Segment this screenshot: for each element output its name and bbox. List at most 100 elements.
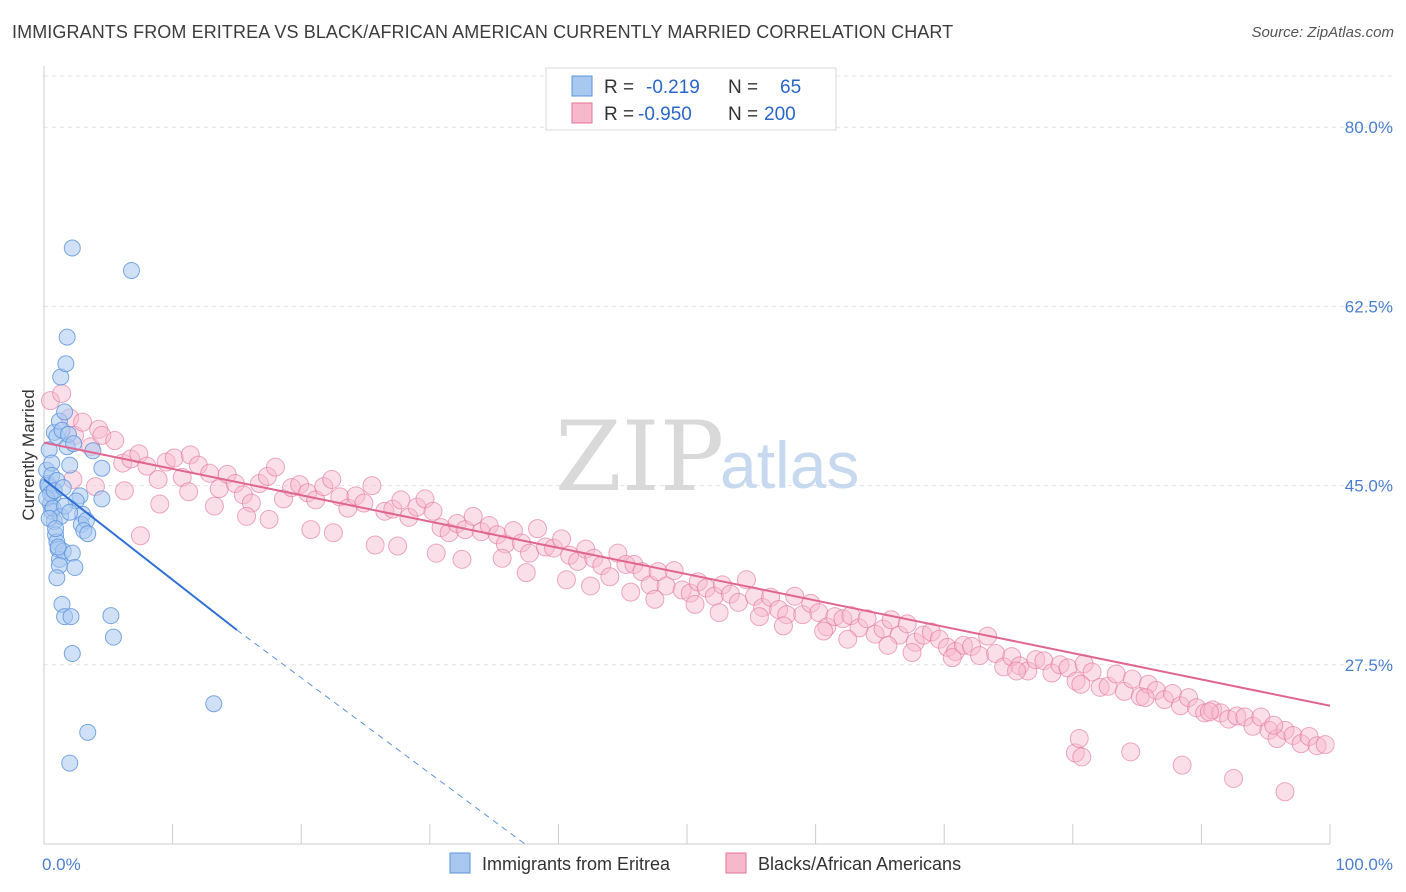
y-axis-label: Currently Married <box>19 389 38 520</box>
point-blacks-175 <box>1071 674 1091 694</box>
point-blacks-179 <box>1069 729 1089 749</box>
point-blacks-0 <box>40 391 60 411</box>
point-eritrea-18 <box>61 456 79 474</box>
point-eritrea-33 <box>63 544 81 562</box>
point-blacks-166 <box>492 548 512 568</box>
point-blacks-193 <box>516 563 536 583</box>
point-eritrea-19 <box>56 403 74 421</box>
point-blacks-117 <box>994 657 1014 677</box>
point-blacks-189 <box>259 509 279 529</box>
chart-title: IMMIGRANTS FROM ERITREA VS BLACK/AFRICAN… <box>12 22 954 42</box>
point-blacks-168 <box>621 582 641 602</box>
point-eritrea-43 <box>205 695 223 713</box>
point-eritrea-31 <box>79 525 97 543</box>
trend-lines <box>43 441 1331 845</box>
point-eritrea-58 <box>61 503 79 521</box>
point-blacks-6 <box>89 419 109 439</box>
point-blacks-27 <box>265 457 285 477</box>
point-eritrea-44 <box>79 723 97 741</box>
point-eritrea-40 <box>102 607 120 625</box>
y-tick-label-0: 27.5% <box>1345 656 1393 675</box>
point-blacks-121 <box>1026 650 1046 670</box>
point-blacks-146 <box>1227 706 1247 726</box>
point-blacks-33 <box>314 477 334 497</box>
point-blacks-131 <box>1106 664 1126 684</box>
point-blacks-162 <box>237 506 257 526</box>
point-eritrea-46 <box>93 490 111 508</box>
point-blacks-174 <box>1007 661 1027 681</box>
point-blacks-4 <box>73 412 93 432</box>
y-tick-labels: 27.5% 45.0% 62.5% 80.0% <box>1345 118 1393 675</box>
point-blacks-16 <box>172 467 192 487</box>
point-eritrea-23 <box>63 239 81 257</box>
point-blacks-28 <box>274 489 294 509</box>
point-blacks-154 <box>1291 734 1311 754</box>
bottom-legend-eritrea: Immigrants from Eritrea <box>482 854 671 874</box>
point-blacks-195 <box>645 589 665 609</box>
watermark-zip: ZIP <box>555 401 724 513</box>
point-blacks-173 <box>942 648 962 668</box>
point-blacks-153 <box>1283 725 1303 745</box>
bottom-legend-blacks: Blacks/African Americans <box>758 854 961 874</box>
legend-r-label-2: R = <box>604 104 634 125</box>
point-eritrea-42 <box>63 645 81 663</box>
point-blacks-165 <box>426 543 446 563</box>
point-blacks-199 <box>902 643 922 663</box>
point-blacks-198 <box>838 629 858 649</box>
point-blacks-171 <box>814 621 834 641</box>
point-blacks-133 <box>1122 669 1142 689</box>
series-eritrea-points <box>38 239 223 772</box>
legend-r-value-1: -0.219 <box>646 77 700 98</box>
point-blacks-180 <box>1121 742 1141 762</box>
point-eritrea-56 <box>49 538 67 556</box>
x-tick-label-1: 100.0% <box>1335 855 1393 874</box>
point-eritrea-36 <box>48 569 66 587</box>
point-blacks-120 <box>1018 661 1038 681</box>
point-blacks-44 <box>407 497 427 517</box>
point-blacks-129 <box>1090 677 1110 697</box>
point-blacks-17 <box>180 445 200 465</box>
point-blacks-46 <box>423 501 443 521</box>
point-blacks-8 <box>105 431 125 451</box>
legend-r-value-2: -0.950 <box>638 104 692 125</box>
point-blacks-161 <box>179 482 199 502</box>
bottom-legend-swatch-blacks <box>725 852 747 874</box>
point-blacks-108 <box>921 622 941 642</box>
trend-eritrea-solid <box>43 478 238 631</box>
point-blacks-90 <box>777 605 797 625</box>
legend-n-label-1: N = <box>728 77 758 98</box>
legend-n-label-2: N = <box>728 104 758 125</box>
point-blacks-172 <box>878 635 898 655</box>
point-blacks-34 <box>322 469 342 489</box>
point-blacks-92 <box>793 605 813 625</box>
point-eritrea-24 <box>122 262 140 280</box>
point-blacks-183 <box>1275 782 1295 802</box>
legend-box <box>545 67 837 131</box>
trend-eritrea-dashed <box>236 629 526 845</box>
point-blacks-177 <box>1199 702 1219 722</box>
point-eritrea-48 <box>93 459 111 477</box>
point-blacks-13 <box>148 469 168 489</box>
point-blacks-112 <box>953 635 973 655</box>
point-blacks-169 <box>685 594 705 614</box>
source-label: Source: ZipAtlas.com <box>1251 24 1394 41</box>
y-tick-label-2: 62.5% <box>1345 297 1393 316</box>
point-blacks-170 <box>749 607 769 627</box>
point-eritrea-22 <box>58 328 76 346</box>
point-blacks-37 <box>346 486 366 506</box>
legend-swatch-eritrea <box>571 75 593 97</box>
point-blacks-68 <box>600 567 620 587</box>
point-eritrea-55 <box>47 520 65 538</box>
point-blacks-51 <box>463 506 483 526</box>
point-blacks-39 <box>362 476 382 496</box>
point-blacks-157 <box>1315 735 1335 755</box>
point-blacks-164 <box>365 535 385 555</box>
point-blacks-85 <box>736 570 756 590</box>
point-blacks-59 <box>528 519 548 539</box>
point-blacks-58 <box>519 543 539 563</box>
point-blacks-30 <box>290 475 310 495</box>
point-blacks-15 <box>164 448 184 468</box>
legend-n-value-2: 200 <box>764 104 796 125</box>
point-blacks-194 <box>581 576 601 596</box>
